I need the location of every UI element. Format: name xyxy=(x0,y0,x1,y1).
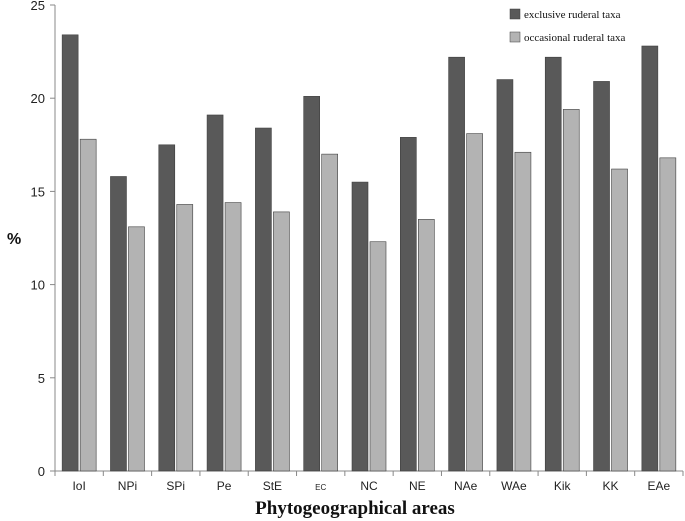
y-tick-label: 0 xyxy=(38,464,45,479)
category-label: NAe xyxy=(454,479,478,493)
bar-occasional-nae xyxy=(466,133,483,472)
bar-exclusive-nae xyxy=(448,56,465,472)
bar-occasional-wae xyxy=(514,151,532,472)
bar-occasional-eae xyxy=(659,157,677,472)
category-label: SPi xyxy=(166,479,185,493)
bar-occasional-ioi xyxy=(79,138,97,472)
y-tick-label: 15 xyxy=(31,184,45,199)
category-label: EC xyxy=(315,483,326,492)
category-label: IoI xyxy=(72,479,85,493)
y-tick-label: 20 xyxy=(31,91,45,106)
category-label: NC xyxy=(360,479,378,493)
bar-occasional-kk xyxy=(611,168,628,472)
category-label: KK xyxy=(603,479,619,493)
bar-exclusive-pe xyxy=(206,114,224,472)
bar-exclusive-kk xyxy=(593,81,610,472)
category-label: WAe xyxy=(501,479,527,493)
category-label: Kik xyxy=(554,479,572,493)
bar-exclusive-ne xyxy=(400,137,417,472)
legend-label: exclusive ruderal taxa xyxy=(524,9,621,21)
bar-occasional-ne xyxy=(418,219,435,472)
axes xyxy=(54,5,683,472)
y-tick-label: 25 xyxy=(31,0,45,13)
bar-exclusive-ste xyxy=(255,127,272,472)
bar-occasional-ste xyxy=(273,211,290,472)
bar-exclusive-npi xyxy=(110,176,127,472)
bar-exclusive-ec xyxy=(303,96,320,472)
category-label: Pe xyxy=(217,479,232,493)
bar-occasional-kik xyxy=(562,109,580,472)
bar-exclusive-ioi xyxy=(61,34,79,472)
bar-exclusive-nc xyxy=(351,181,369,472)
y-axis-label: % xyxy=(7,231,21,248)
bar-exclusive-kik xyxy=(544,56,562,472)
bar-exclusive-eae xyxy=(641,45,659,472)
bar-occasional-pe xyxy=(224,202,242,472)
bar-exclusive-wae xyxy=(496,79,514,472)
y-tick-label: 10 xyxy=(31,278,45,293)
category-label: EAe xyxy=(648,479,671,493)
category-labels: IoI NPi SPi Pe StE EC NC NE NAe WAe Kik KK EAe xyxy=(72,479,670,493)
legend: exclusive ruderal taxa occasional ruderal… xyxy=(509,8,626,44)
category-label: NE xyxy=(409,479,426,493)
legend-swatch xyxy=(509,8,521,20)
category-label: NPi xyxy=(118,479,137,493)
y-tick-label: 5 xyxy=(38,371,45,386)
bar-occasional-ec xyxy=(321,153,338,472)
bar-exclusive-spi xyxy=(158,144,176,472)
bar-occasional-spi xyxy=(176,204,194,472)
x-axis-label: Phytogeographical areas xyxy=(255,498,455,519)
legend-swatch xyxy=(509,31,521,43)
bar-occasional-nc xyxy=(369,241,387,472)
bar-occasional-npi xyxy=(128,226,145,472)
y-ticks: 0 5 10 15 20 25 xyxy=(31,0,684,479)
bars xyxy=(61,34,677,472)
category-label: StE xyxy=(263,479,282,493)
legend-label: occasional ruderal taxa xyxy=(524,32,626,44)
